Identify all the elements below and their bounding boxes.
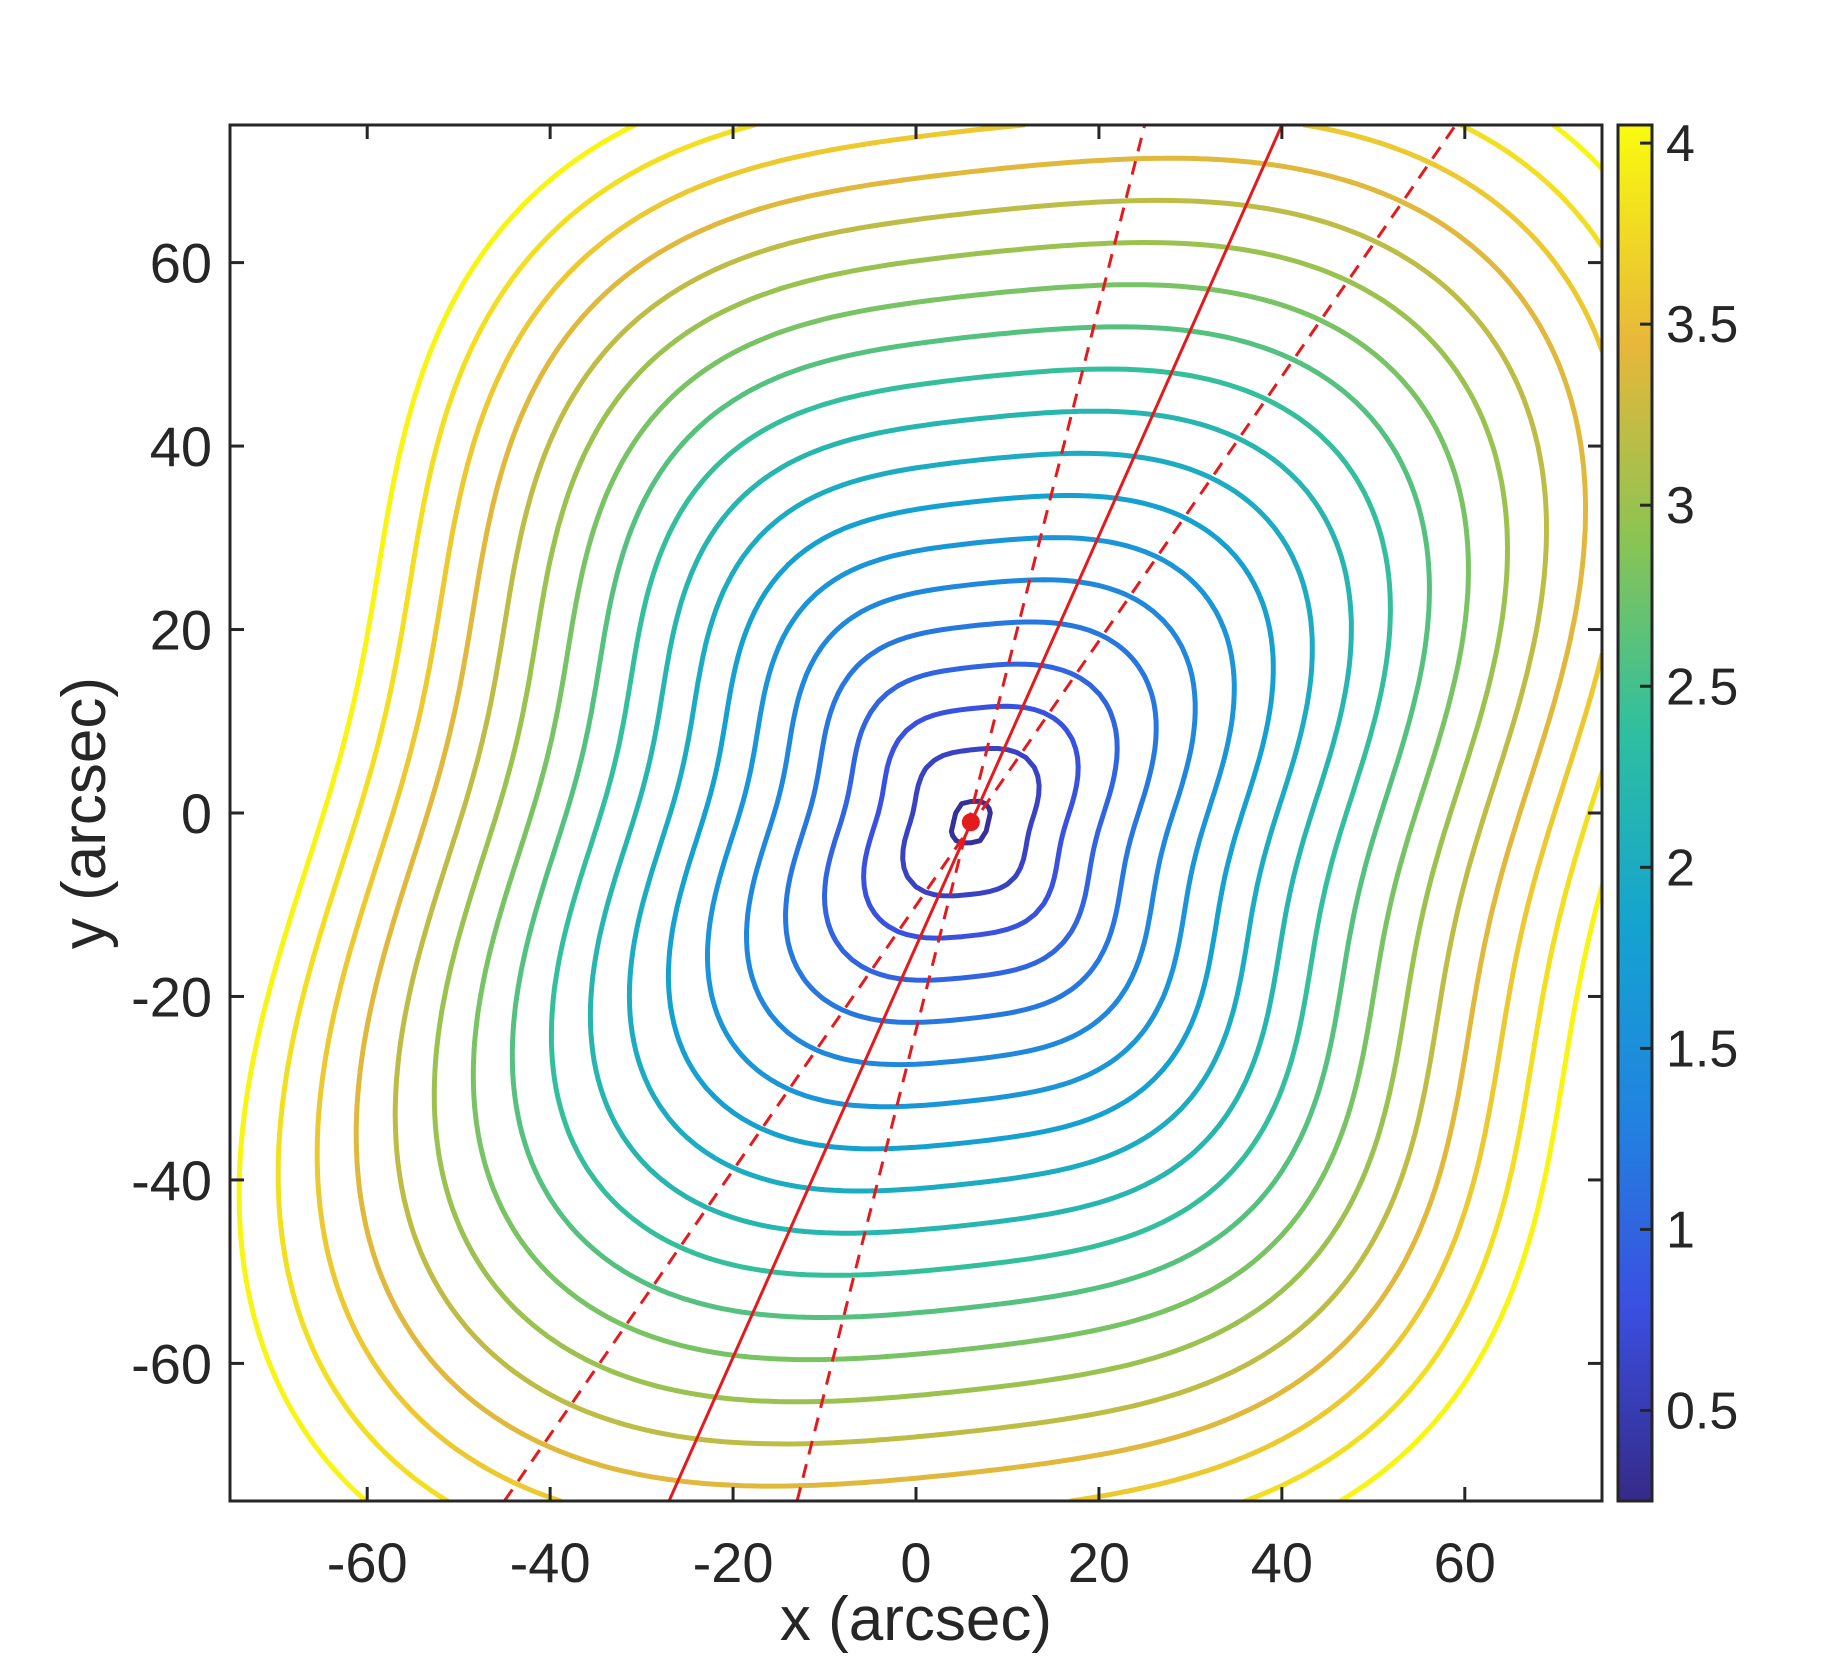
- y-tick-label: -20: [131, 965, 212, 1028]
- reference-line-dashed: [503, 125, 1457, 1501]
- y-tick-labels: -60 -40 -20 0 20 40 60: [131, 232, 212, 1396]
- colorbar-tick-label: 0.5: [1666, 1382, 1738, 1440]
- colorbar-tick-label: 2: [1666, 839, 1695, 897]
- contour-level: [587, 408, 1354, 1236]
- plot-background: [230, 125, 1602, 1501]
- x-tick-label: 0: [900, 1531, 931, 1594]
- contour-level: [783, 619, 1159, 1025]
- contour-level: [900, 746, 1042, 899]
- contour-level: [236, 125, 1602, 1501]
- x-tick-label: -20: [693, 1531, 774, 1594]
- y-tick-label: -40: [131, 1149, 212, 1212]
- colorbar-ticks: 0.5 1 1.5 2 2.5 3 3.5 4: [1640, 115, 1738, 1440]
- colorbar-tick-label: 1.5: [1666, 1020, 1738, 1078]
- reference-line-solid: [667, 125, 1284, 1501]
- contour-level: [470, 282, 1471, 1363]
- colorbar-tick-label: 3.5: [1666, 296, 1738, 354]
- colorbar: [1616, 123, 1654, 1503]
- axis-ticks: [230, 125, 1602, 1501]
- x-tick-label: -40: [510, 1531, 591, 1594]
- source-point-marker: [961, 813, 980, 832]
- plot-frame: [228, 123, 1604, 1503]
- x-tick-label: 40: [1251, 1531, 1313, 1594]
- colorbar-tick-label: 2.5: [1666, 658, 1738, 716]
- y-axis-label: y (arcsec): [50, 677, 119, 949]
- contour-level: [353, 155, 1588, 1489]
- x-tick-label: -60: [327, 1531, 408, 1594]
- colorbar-tick-label: 3: [1666, 477, 1695, 535]
- x-axis-label: x (arcsec): [780, 1585, 1052, 1654]
- contour-level: [548, 366, 1393, 1278]
- x-tick-label: 20: [1068, 1531, 1130, 1594]
- contour-level: [509, 324, 1432, 1320]
- y-tick-label: -60: [131, 1332, 212, 1395]
- contour-level: [665, 493, 1276, 1152]
- contour-level: [822, 661, 1120, 983]
- x-tick-label: 60: [1434, 1531, 1496, 1594]
- contour-lines: [236, 125, 1602, 1501]
- contour-level: [861, 703, 1081, 941]
- reference-lines: [503, 125, 1457, 1501]
- colorbar-tick-label: 1: [1666, 1201, 1695, 1259]
- contour-level: [705, 535, 1237, 1110]
- contour-level: [744, 577, 1198, 1068]
- contour-level: [626, 450, 1315, 1194]
- contour-level: [392, 197, 1549, 1447]
- contour-level: [275, 125, 1602, 1501]
- y-tick-label: 40: [150, 415, 212, 478]
- x-tick-labels: -60 -40 -20 0 20 40 60: [327, 1531, 1496, 1594]
- contour-level: [431, 240, 1510, 1405]
- y-tick-label: 60: [150, 232, 212, 295]
- y-tick-label: 20: [150, 599, 212, 662]
- y-tick-label: 0: [181, 782, 212, 845]
- reference-line-dashed: [795, 125, 1147, 1501]
- contour-level: [314, 125, 1602, 1501]
- colorbar-tick-label: 4: [1666, 115, 1695, 173]
